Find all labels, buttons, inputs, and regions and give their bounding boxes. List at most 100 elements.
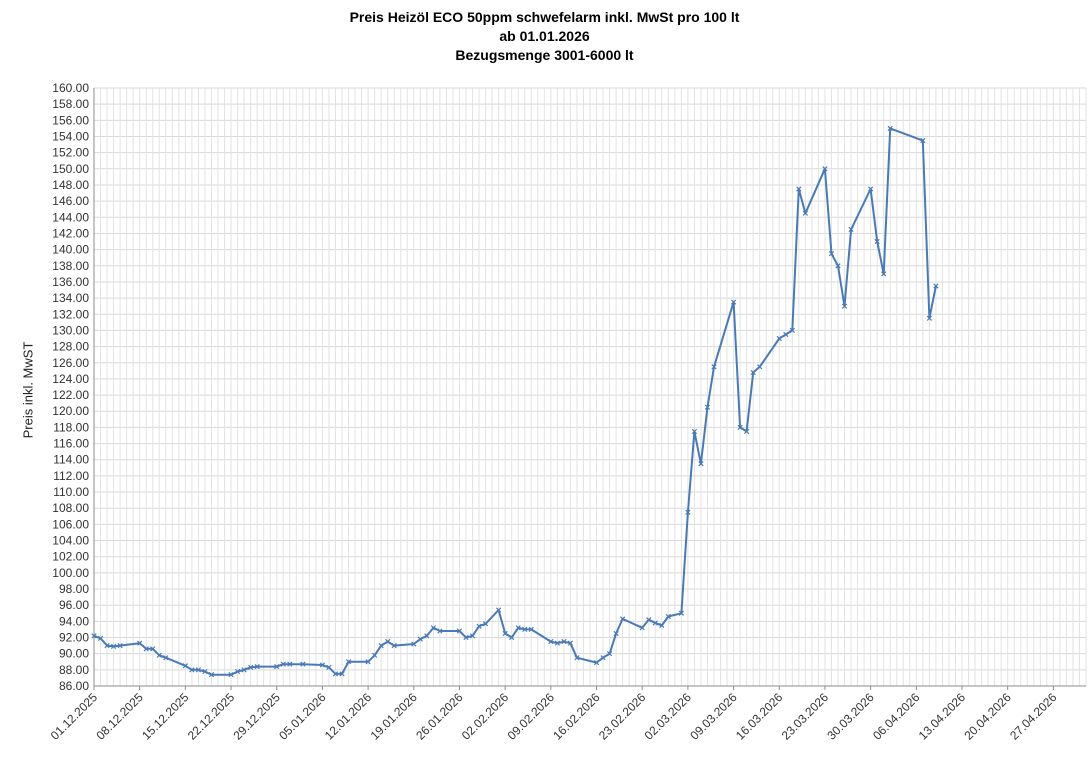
data-point (254, 663, 260, 670)
y-tick-label: 122.00 (52, 388, 89, 402)
y-tick-label: 98.00 (59, 582, 89, 596)
y-tick-label: 150.00 (52, 162, 89, 176)
data-point (430, 625, 436, 631)
x-tick-label: 09.02.2026 (505, 690, 558, 743)
data-point (652, 620, 658, 626)
x-tick-label: 23.03.2026 (779, 690, 832, 743)
data-point (248, 664, 254, 671)
data-point (326, 664, 332, 671)
x-tick-label: 09.03.2026 (687, 690, 740, 743)
data-point (600, 655, 606, 661)
x-tick-label: 05.01.2026 (276, 690, 329, 743)
x-tick-label: 23.02.2026 (596, 690, 649, 743)
y-tick-label: 106.00 (52, 517, 89, 531)
x-tick-label: 02.03.2026 (642, 690, 695, 743)
data-point (385, 638, 391, 645)
data-point (789, 327, 795, 334)
y-tick-label: 138.00 (52, 259, 89, 273)
data-point (933, 283, 939, 289)
x-tick-label: 19.01.2026 (368, 690, 421, 743)
y-tick-label: 128.00 (52, 340, 89, 354)
data-point (280, 661, 286, 667)
data-point (868, 186, 874, 192)
data-point (300, 661, 306, 667)
data-point (522, 626, 528, 633)
y-tick-label: 120.00 (52, 404, 89, 418)
y-tick-label: 132.00 (52, 307, 89, 321)
y-tick-label: 144.00 (52, 210, 89, 224)
data-point (287, 661, 293, 667)
chart-subtitle-line-2: Bezugsmenge 3001-6000 lt (455, 47, 634, 63)
data-point (685, 509, 691, 515)
x-tick-label: 16.03.2026 (733, 690, 786, 743)
data-point (496, 607, 502, 613)
y-tick-label: 142.00 (52, 226, 89, 240)
data-point (776, 335, 782, 342)
data-point (150, 646, 156, 652)
x-tick-label: 15.12.2025 (139, 690, 192, 743)
data-point (502, 630, 508, 637)
y-tick-label: 110.00 (53, 485, 89, 499)
data-point (117, 642, 123, 649)
y-tick-label: 126.00 (52, 356, 89, 370)
data-point (698, 461, 704, 467)
data-point (639, 625, 645, 631)
data-point (234, 668, 241, 675)
y-tick-label: 94.00 (59, 614, 89, 628)
x-tick-label: 12.01.2026 (322, 690, 375, 743)
x-tick-label: 20.04.2026 (961, 690, 1014, 743)
y-tick-label: 148.00 (52, 178, 89, 192)
chart-title: Preis Heizöl ECO 50ppm schwefelarm inkl.… (349, 9, 740, 25)
data-point (378, 642, 384, 649)
data-point (574, 655, 580, 661)
y-tick-label: 86.00 (59, 679, 89, 693)
data-point (195, 667, 202, 673)
y-tick-label: 140.00 (52, 243, 89, 257)
data-point (554, 640, 560, 646)
data-point (613, 630, 619, 637)
data-point (796, 186, 802, 192)
x-tick-label: 13.04.2026 (916, 690, 969, 743)
data-point (841, 303, 848, 309)
data-point (567, 640, 574, 646)
data-point (417, 636, 423, 642)
y-tick-label: 160.00 (52, 81, 89, 95)
y-tick-label: 102.00 (52, 550, 89, 564)
y-tick-label: 146.00 (52, 194, 89, 208)
y-tick-label: 134.00 (52, 291, 89, 305)
y-tick-label: 96.00 (59, 598, 89, 612)
data-point (783, 331, 789, 338)
data-point (620, 616, 626, 622)
x-tick-label: 01.12.2025 (48, 690, 101, 743)
data-point (561, 638, 567, 645)
data-point (548, 638, 554, 645)
x-tick-label: 06.04.2026 (870, 690, 923, 743)
y-tick-label: 100.00 (52, 566, 89, 580)
x-tick-label: 30.03.2026 (824, 690, 877, 743)
data-point (691, 428, 698, 435)
chart-title-block: Preis Heizöl ECO 50ppm schwefelarm inkl.… (0, 8, 1089, 65)
y-tick-label: 92.00 (59, 631, 89, 645)
data-point (881, 271, 887, 277)
data-point (163, 655, 169, 661)
data-point (665, 613, 671, 620)
y-tick-label: 154.00 (52, 129, 89, 143)
data-point (411, 641, 417, 647)
data-point (91, 633, 97, 639)
data-point (802, 210, 808, 216)
y-tick-label: 124.00 (52, 372, 89, 386)
x-tick-label: 29.12.2025 (230, 690, 283, 743)
x-tick-label: 02.02.2026 (459, 690, 512, 743)
data-point (920, 137, 926, 144)
data-point (606, 651, 613, 657)
data-point (528, 626, 534, 633)
data-point (711, 364, 717, 370)
data-point (730, 299, 737, 305)
data-point (469, 633, 476, 639)
data-point (208, 672, 215, 678)
data-point (156, 652, 162, 658)
y-tick-label: 90.00 (59, 647, 89, 661)
data-point (143, 646, 149, 652)
data-point (437, 628, 443, 634)
data-point (319, 662, 326, 668)
